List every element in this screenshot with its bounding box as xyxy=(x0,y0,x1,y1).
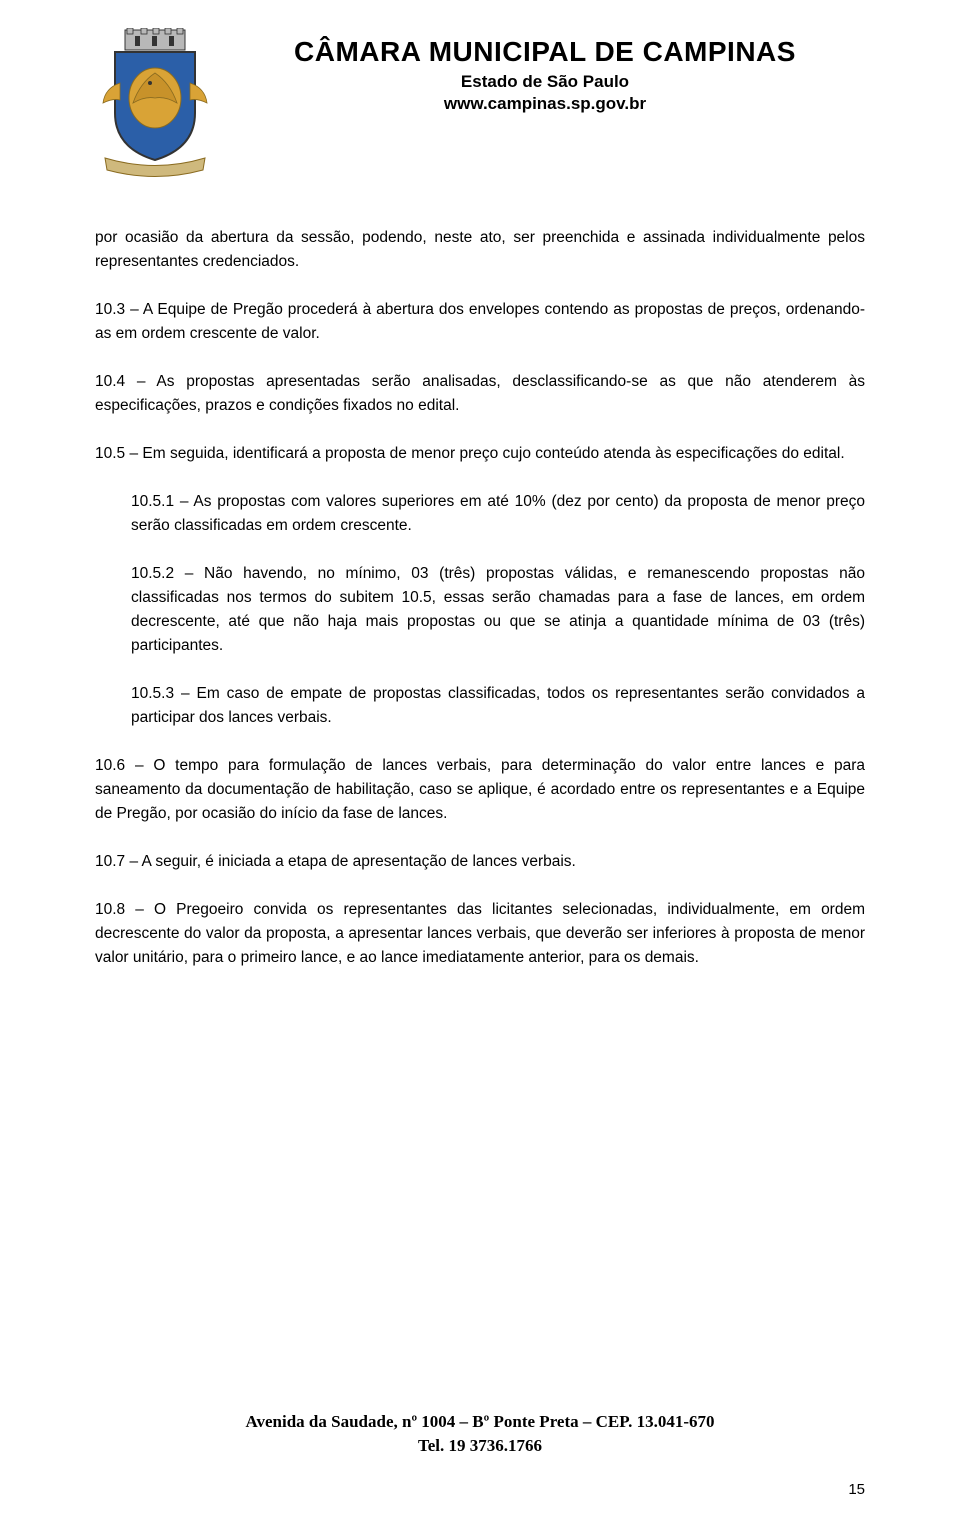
paragraph-indent: 10.5.3 – Em caso de empate de propostas … xyxy=(131,682,865,730)
page-number: 15 xyxy=(848,1481,865,1498)
document-body: por ocasião da abertura da sessão, poden… xyxy=(95,226,865,970)
paragraph: 10.3 – A Equipe de Pregão procederá à ab… xyxy=(95,298,865,346)
page-footer: Avenida da Saudade, nº 1004 – Bº Ponte P… xyxy=(0,1410,960,1458)
org-title: CÂMARA MUNICIPAL DE CAMPINAS xyxy=(225,36,865,68)
paragraph: 10.8 – O Pregoeiro convida os representa… xyxy=(95,898,865,970)
org-subtitle: Estado de São Paulo xyxy=(225,72,865,92)
paragraph-indent: 10.5.1 – As propostas com valores superi… xyxy=(131,490,865,538)
footer-address: Avenida da Saudade, nº 1004 – Bº Ponte P… xyxy=(0,1410,960,1434)
paragraph: por ocasião da abertura da sessão, poden… xyxy=(95,226,865,274)
paragraph: 10.4 – As propostas apresentadas serão a… xyxy=(95,370,865,418)
paragraph-indent: 10.5.2 – Não havendo, no mínimo, 03 (trê… xyxy=(131,562,865,658)
paragraph: 10.6 – O tempo para formulação de lances… xyxy=(95,754,865,826)
footer-phone: Tel. 19 3736.1766 xyxy=(0,1434,960,1458)
header-text-block: CÂMARA MUNICIPAL DE CAMPINAS Estado de S… xyxy=(225,28,865,114)
page-header: CÂMARA MUNICIPAL DE CAMPINAS Estado de S… xyxy=(95,28,865,178)
coat-of-arms-icon xyxy=(95,28,215,178)
paragraph: 10.7 – A seguir, é iniciada a etapa de a… xyxy=(95,850,865,874)
paragraph: 10.5 – Em seguida, identificará a propos… xyxy=(95,442,865,466)
org-url: www.campinas.sp.gov.br xyxy=(225,94,865,114)
